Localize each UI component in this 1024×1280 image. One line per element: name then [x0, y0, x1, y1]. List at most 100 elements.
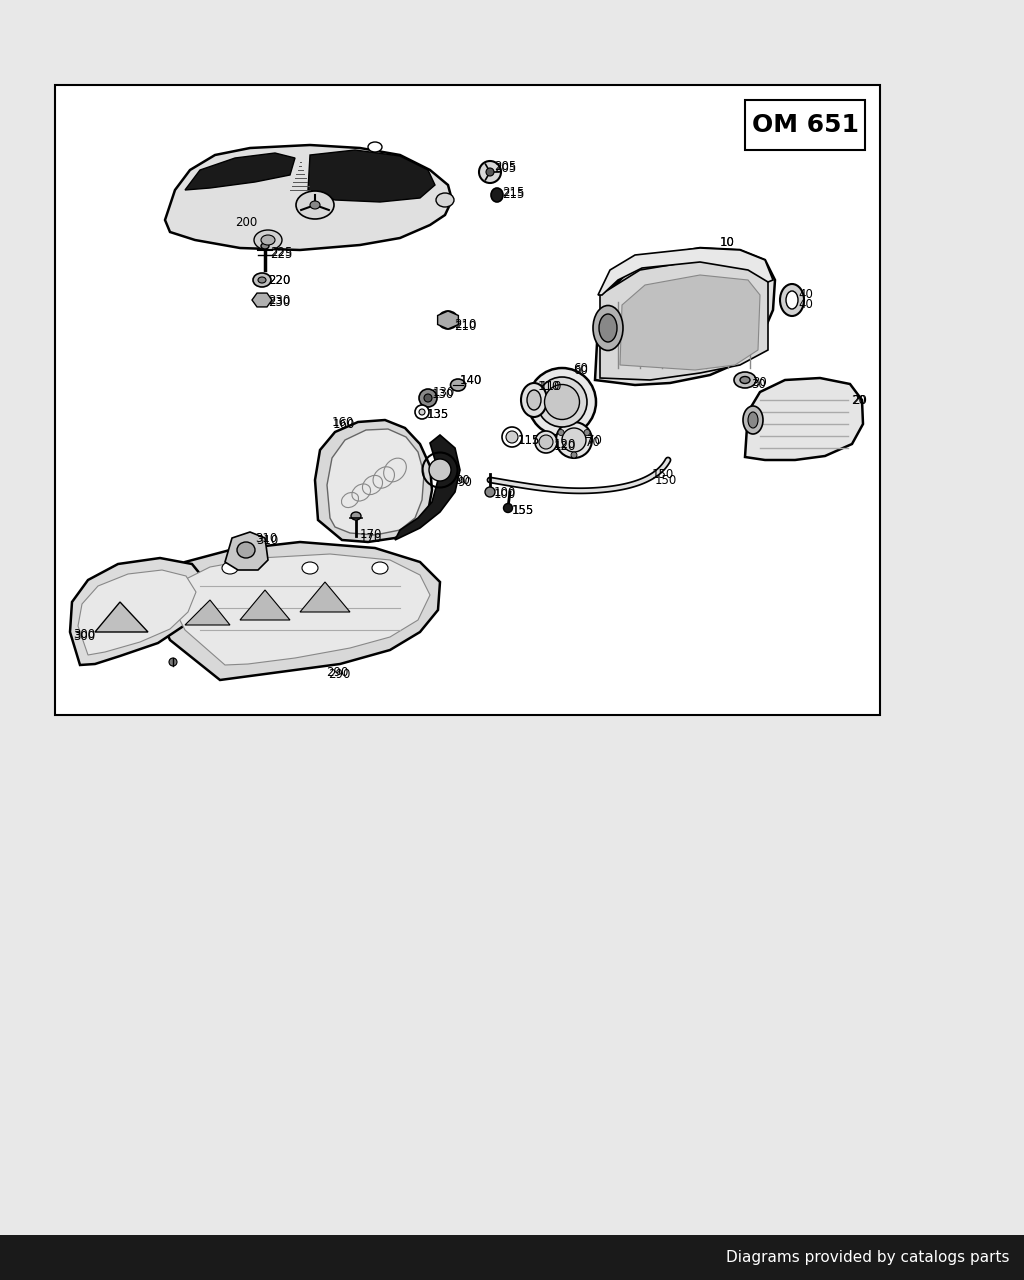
Text: 90: 90 — [457, 476, 472, 489]
Ellipse shape — [436, 193, 454, 207]
Text: 40: 40 — [798, 298, 813, 311]
Polygon shape — [155, 541, 440, 680]
Text: 215: 215 — [502, 188, 524, 201]
Text: 140: 140 — [460, 374, 482, 387]
Ellipse shape — [521, 383, 547, 417]
Text: 10: 10 — [720, 236, 735, 248]
Bar — [55, 84, 880, 716]
Text: 140: 140 — [460, 374, 482, 387]
Polygon shape — [745, 378, 863, 460]
Polygon shape — [308, 150, 435, 202]
Text: 110: 110 — [538, 380, 560, 393]
Polygon shape — [437, 311, 459, 329]
Polygon shape — [95, 602, 148, 632]
Ellipse shape — [599, 314, 617, 342]
Ellipse shape — [237, 541, 255, 558]
Text: 100: 100 — [494, 485, 516, 498]
Text: 40: 40 — [798, 288, 813, 302]
Text: 155: 155 — [512, 504, 535, 517]
Ellipse shape — [558, 430, 564, 435]
Polygon shape — [225, 532, 268, 570]
Ellipse shape — [490, 188, 503, 202]
Ellipse shape — [429, 460, 451, 481]
Text: 220: 220 — [268, 274, 291, 288]
Text: 215: 215 — [502, 187, 524, 200]
Text: 150: 150 — [655, 474, 677, 486]
Text: 160: 160 — [333, 417, 355, 430]
Ellipse shape — [415, 404, 429, 419]
Text: 135: 135 — [427, 407, 450, 421]
Polygon shape — [598, 248, 773, 294]
Polygon shape — [595, 248, 775, 385]
Ellipse shape — [310, 201, 319, 209]
Text: Diagrams provided by catalogs parts: Diagrams provided by catalogs parts — [726, 1251, 1010, 1265]
Polygon shape — [185, 154, 295, 189]
Polygon shape — [165, 145, 452, 250]
Text: 225: 225 — [270, 247, 293, 260]
Text: 310: 310 — [255, 531, 278, 544]
Text: 120: 120 — [554, 440, 577, 453]
Polygon shape — [315, 420, 432, 541]
Text: 290: 290 — [326, 666, 348, 678]
Text: 230: 230 — [268, 297, 290, 310]
Ellipse shape — [419, 389, 437, 407]
Ellipse shape — [556, 422, 592, 458]
Ellipse shape — [254, 230, 282, 250]
Ellipse shape — [169, 658, 177, 666]
Text: OM 651: OM 651 — [752, 113, 858, 137]
Ellipse shape — [502, 428, 522, 447]
Ellipse shape — [261, 243, 269, 250]
Polygon shape — [70, 558, 205, 666]
Ellipse shape — [740, 376, 750, 384]
Text: 300: 300 — [73, 631, 95, 644]
Text: 130: 130 — [432, 388, 455, 401]
Ellipse shape — [296, 191, 334, 219]
Text: 290: 290 — [328, 667, 350, 681]
Ellipse shape — [743, 406, 763, 434]
Text: 110: 110 — [540, 380, 562, 393]
Polygon shape — [327, 429, 424, 535]
Ellipse shape — [258, 276, 266, 283]
Ellipse shape — [486, 168, 494, 175]
Ellipse shape — [545, 384, 580, 420]
Text: 200: 200 — [234, 216, 257, 229]
Ellipse shape — [261, 236, 275, 244]
Text: 90: 90 — [455, 474, 470, 486]
Ellipse shape — [562, 428, 586, 452]
Bar — [745, 100, 865, 150]
Ellipse shape — [302, 562, 318, 573]
Text: 160: 160 — [332, 416, 354, 429]
Text: 70: 70 — [587, 434, 602, 448]
Polygon shape — [300, 582, 350, 612]
Text: 120: 120 — [554, 439, 577, 452]
Text: 310: 310 — [256, 534, 279, 547]
Text: 210: 210 — [454, 319, 476, 332]
Text: 115: 115 — [518, 434, 541, 447]
Text: 135: 135 — [427, 407, 450, 421]
Text: 230: 230 — [268, 294, 290, 307]
Text: 30: 30 — [751, 379, 766, 392]
Ellipse shape — [584, 430, 590, 435]
Ellipse shape — [527, 390, 541, 410]
Ellipse shape — [734, 372, 756, 388]
Text: 170: 170 — [360, 531, 382, 544]
Text: 70: 70 — [585, 436, 600, 449]
Text: 60: 60 — [573, 361, 588, 375]
Ellipse shape — [485, 486, 495, 497]
Ellipse shape — [438, 311, 458, 329]
Ellipse shape — [253, 273, 271, 287]
Ellipse shape — [537, 378, 587, 428]
Polygon shape — [172, 554, 430, 666]
Polygon shape — [78, 570, 196, 655]
Text: 30: 30 — [752, 375, 767, 389]
Text: 220: 220 — [268, 274, 291, 288]
Text: 100: 100 — [494, 489, 516, 502]
Text: 205: 205 — [494, 160, 516, 174]
Text: 60: 60 — [573, 364, 588, 376]
Ellipse shape — [528, 369, 596, 436]
Ellipse shape — [222, 562, 238, 573]
Text: 20: 20 — [852, 393, 867, 407]
Polygon shape — [620, 275, 760, 370]
Text: 20: 20 — [851, 394, 866, 407]
Ellipse shape — [479, 161, 501, 183]
